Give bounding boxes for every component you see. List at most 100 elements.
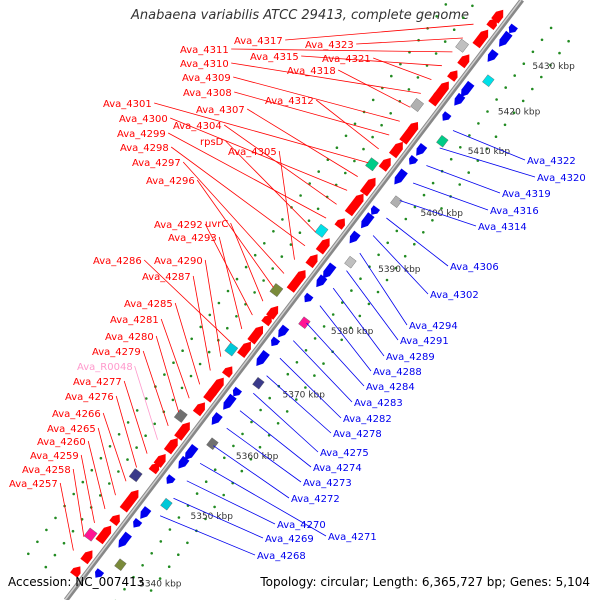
reverse-gene-arrow[interactable] <box>413 143 428 158</box>
gene-label-right[interactable]: Ava_4320 <box>537 173 586 184</box>
forward-gene-block[interactable] <box>410 98 424 112</box>
gene-label-left[interactable]: Ava_4307 <box>196 105 245 116</box>
gene-label-right[interactable]: Ava_4282 <box>343 414 392 425</box>
reverse-gene-arrow[interactable] <box>368 205 381 217</box>
reverse-gene-arrow[interactable] <box>358 212 375 230</box>
gene-label-right[interactable]: Ava_4319 <box>502 189 551 200</box>
reverse-gene-arrow[interactable] <box>137 506 152 521</box>
gene-label-right[interactable]: Ava_4289 <box>386 352 435 363</box>
gene-label-left[interactable]: Ava_4323 <box>305 40 354 51</box>
gene-label-left[interactable]: uvrC <box>205 219 228 230</box>
gene-label-left[interactable]: Ava_4296 <box>146 176 195 187</box>
gene-label-left[interactable]: Ava_4310 <box>180 59 229 70</box>
gene-label-left[interactable]: Ava_4287 <box>142 272 191 283</box>
reverse-gene-arrow[interactable] <box>130 517 143 530</box>
gene-label-left[interactable]: Ava_4276 <box>65 392 114 403</box>
reverse-gene-block[interactable] <box>390 195 403 208</box>
reverse-gene-block[interactable] <box>114 558 127 571</box>
forward-gene-arrow[interactable] <box>295 267 309 282</box>
forward-gene-arrow[interactable] <box>407 119 422 134</box>
gene-label-left[interactable]: Ava_4297 <box>132 158 181 169</box>
reverse-gene-arrow[interactable] <box>220 393 237 412</box>
forward-gene-arrow[interactable] <box>457 52 473 69</box>
gene-label-right[interactable]: Ava_4306 <box>450 262 499 273</box>
reverse-gene-arrow[interactable] <box>458 80 475 99</box>
reverse-gene-arrow[interactable] <box>115 531 132 550</box>
gene-label-left[interactable]: Ava_4260 <box>37 437 86 448</box>
forward-gene-block[interactable] <box>269 283 284 298</box>
gene-label-left[interactable]: Ava_4318 <box>287 66 336 77</box>
gene-label-right[interactable]: Ava_4269 <box>265 534 314 545</box>
forward-gene-arrow[interactable] <box>486 16 500 31</box>
forward-gene-arrow[interactable] <box>433 79 452 101</box>
forward-gene-block[interactable] <box>83 527 98 542</box>
gene-label-right[interactable]: Ava_4316 <box>490 206 539 217</box>
forward-gene-block[interactable] <box>128 468 143 483</box>
forward-gene-arrow[interactable] <box>163 435 181 455</box>
forward-gene-arrow[interactable] <box>148 460 163 475</box>
reverse-gene-arrow[interactable] <box>346 230 361 246</box>
gene-label-right[interactable]: Ava_4283 <box>354 398 403 409</box>
gene-label-left[interactable]: Ava_4315 <box>250 52 299 63</box>
forward-gene-arrow[interactable] <box>261 312 275 327</box>
forward-gene-arrow[interactable] <box>472 27 491 49</box>
reverse-gene-block[interactable] <box>206 437 219 450</box>
gene-label-left[interactable]: Ava_4277 <box>73 377 122 388</box>
forward-gene-block[interactable] <box>314 223 329 238</box>
gene-label-left[interactable]: Ava_4317 <box>234 36 283 47</box>
gene-label-left[interactable]: rpsD <box>200 137 224 148</box>
forward-gene-arrow[interactable] <box>174 419 193 441</box>
reverse-gene-arrow[interactable] <box>208 412 223 427</box>
reverse-gene-block[interactable] <box>298 316 311 329</box>
forward-gene-arrow[interactable] <box>208 375 227 397</box>
reverse-gene-block[interactable] <box>252 376 265 390</box>
reverse-gene-arrow[interactable] <box>406 154 419 167</box>
reverse-gene-block[interactable] <box>344 255 357 269</box>
reverse-gene-block[interactable] <box>160 497 173 511</box>
reverse-gene-arrow[interactable] <box>230 386 243 399</box>
gene-label-left[interactable]: Ava_4301 <box>103 99 152 110</box>
forward-gene-arrow[interactable] <box>334 216 348 230</box>
gene-label-left[interactable]: Ava_4258 <box>22 465 71 476</box>
forward-gene-arrow[interactable] <box>266 303 282 320</box>
reverse-gene-arrow[interactable] <box>182 444 199 462</box>
gene-label-left[interactable]: Ava_4265 <box>47 424 96 435</box>
reverse-gene-arrow[interactable] <box>391 168 408 187</box>
gene-label-right[interactable]: Ava_4268 <box>257 551 306 562</box>
gene-label-left[interactable]: Ava_4292 <box>154 220 203 231</box>
reverse-gene-arrow[interactable] <box>506 23 518 36</box>
reverse-gene-arrow[interactable] <box>440 111 452 123</box>
gene-label-right[interactable]: Ava_4278 <box>333 429 382 440</box>
gene-label-left[interactable]: Ava_4257 <box>9 479 58 490</box>
forward-gene-arrow[interactable] <box>491 7 507 24</box>
gene-label-right[interactable]: Ava_4302 <box>430 290 479 301</box>
forward-gene-arrow[interactable] <box>315 236 333 255</box>
gene-label-left[interactable]: Ava_4311 <box>180 45 229 56</box>
gene-label-right[interactable]: Ava_4314 <box>478 222 527 233</box>
gene-label-right[interactable]: Ava_4275 <box>320 448 369 459</box>
forward-gene-block[interactable] <box>365 157 379 172</box>
forward-gene-arrow[interactable] <box>95 523 114 545</box>
forward-gene-arrow[interactable] <box>192 400 209 417</box>
reverse-gene-arrow[interactable] <box>92 568 105 580</box>
gene-label-left[interactable]: Ava_4298 <box>120 143 169 154</box>
forward-gene-arrow[interactable] <box>221 364 236 378</box>
gene-label-left[interactable]: Ava_4293 <box>168 233 217 244</box>
gene-label-right[interactable]: Ava_4291 <box>400 336 449 347</box>
reverse-gene-arrow[interactable] <box>268 336 281 348</box>
gene-label-left[interactable]: Ava_4299 <box>117 129 166 140</box>
forward-gene-arrow[interactable] <box>80 548 96 565</box>
gene-label-left[interactable]: Ava_4308 <box>183 88 232 99</box>
gene-label-right[interactable]: Ava_4272 <box>291 494 340 505</box>
forward-gene-arrow[interactable] <box>286 271 306 293</box>
forward-gene-arrow[interactable] <box>247 323 266 345</box>
forward-gene-block[interactable] <box>455 38 469 53</box>
gene-label-left[interactable]: Ava_4290 <box>154 256 203 267</box>
forward-gene-arrow[interactable] <box>124 487 142 507</box>
reverse-gene-arrow[interactable] <box>496 30 513 49</box>
forward-gene-arrow[interactable] <box>237 339 254 358</box>
forward-gene-arrow[interactable] <box>70 564 84 578</box>
forward-gene-arrow[interactable] <box>388 139 406 159</box>
gene-label-left[interactable]: Ava_4266 <box>52 409 101 420</box>
